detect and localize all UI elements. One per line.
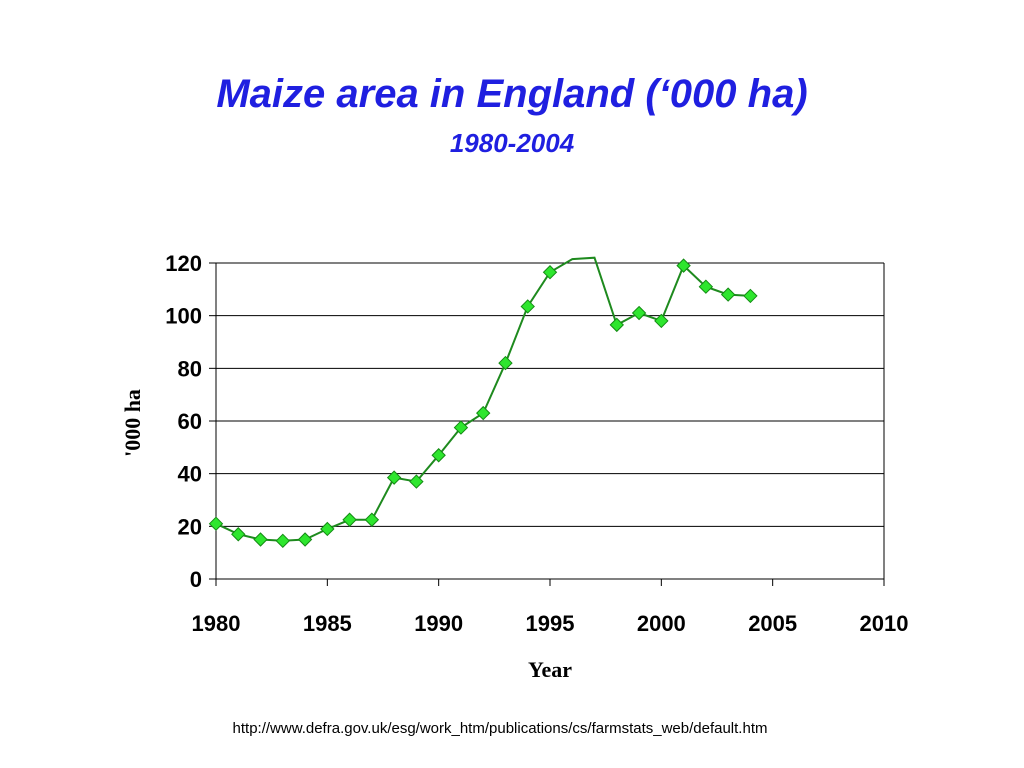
y-tick-label: 40	[178, 462, 202, 487]
data-point-marker	[542, 265, 558, 280]
chart-title: Maize area in England (‘000 ha)	[216, 72, 808, 116]
data-point-marker	[297, 532, 313, 547]
data-point-marker	[720, 287, 736, 302]
x-tick-label: 2000	[637, 611, 686, 636]
x-tick-label: 1985	[303, 611, 352, 636]
data-point-marker	[253, 532, 268, 547]
data-point-marker	[431, 448, 446, 463]
x-tick-label: 1990	[414, 611, 463, 636]
data-point-marker	[631, 305, 647, 321]
data-point-marker	[498, 355, 513, 371]
data-point-marker	[520, 299, 535, 314]
x-tick-label: 2005	[748, 611, 797, 636]
data-point-marker	[409, 474, 424, 489]
chart-subtitle: 1980-2004	[449, 128, 575, 158]
y-tick-label: 0	[190, 567, 202, 592]
y-tick-label: 120	[165, 251, 202, 276]
x-tick-labels: 1980 1985 1990 1995 2000 2005 2010	[192, 611, 909, 636]
line-chart: 0 20 40 60 80 100 120 1980 1985 1990 1995 2000 2005…	[120, 251, 909, 682]
x-tick-label: 1980	[192, 611, 241, 636]
data-point-marker	[654, 313, 669, 329]
x-tick-label: 1995	[526, 611, 575, 636]
y-tick-label: 80	[178, 356, 202, 381]
source-url: http://www.defra.gov.uk/esg/work_htm/pub…	[232, 720, 768, 737]
gridlines	[216, 262, 884, 580]
data-point-marker	[743, 288, 758, 304]
data-point-marker	[475, 405, 491, 421]
y-tick-label: 60	[178, 409, 202, 434]
y-tick-label: 100	[165, 304, 202, 329]
y-axis-title: '000 ha	[120, 389, 145, 457]
x-axis-title: Year	[528, 657, 572, 682]
y-tick-label: 20	[178, 514, 202, 539]
data-point-marker	[453, 420, 469, 435]
y-tick-labels: 0 20 40 60 80 100 120	[165, 251, 202, 592]
data-point-marker	[320, 521, 335, 537]
data-point-marker	[386, 470, 402, 485]
series-line	[215, 256, 751, 542]
data-point-marker	[342, 512, 357, 527]
data-series	[208, 256, 758, 549]
data-point-marker	[208, 516, 224, 531]
data-point-marker	[609, 317, 625, 333]
x-tick-label: 2010	[860, 611, 909, 636]
data-point-marker	[231, 527, 246, 542]
data-point-marker	[364, 512, 380, 527]
data-point-marker	[275, 533, 291, 549]
data-point-marker	[676, 258, 691, 273]
data-point-marker	[698, 279, 714, 294]
